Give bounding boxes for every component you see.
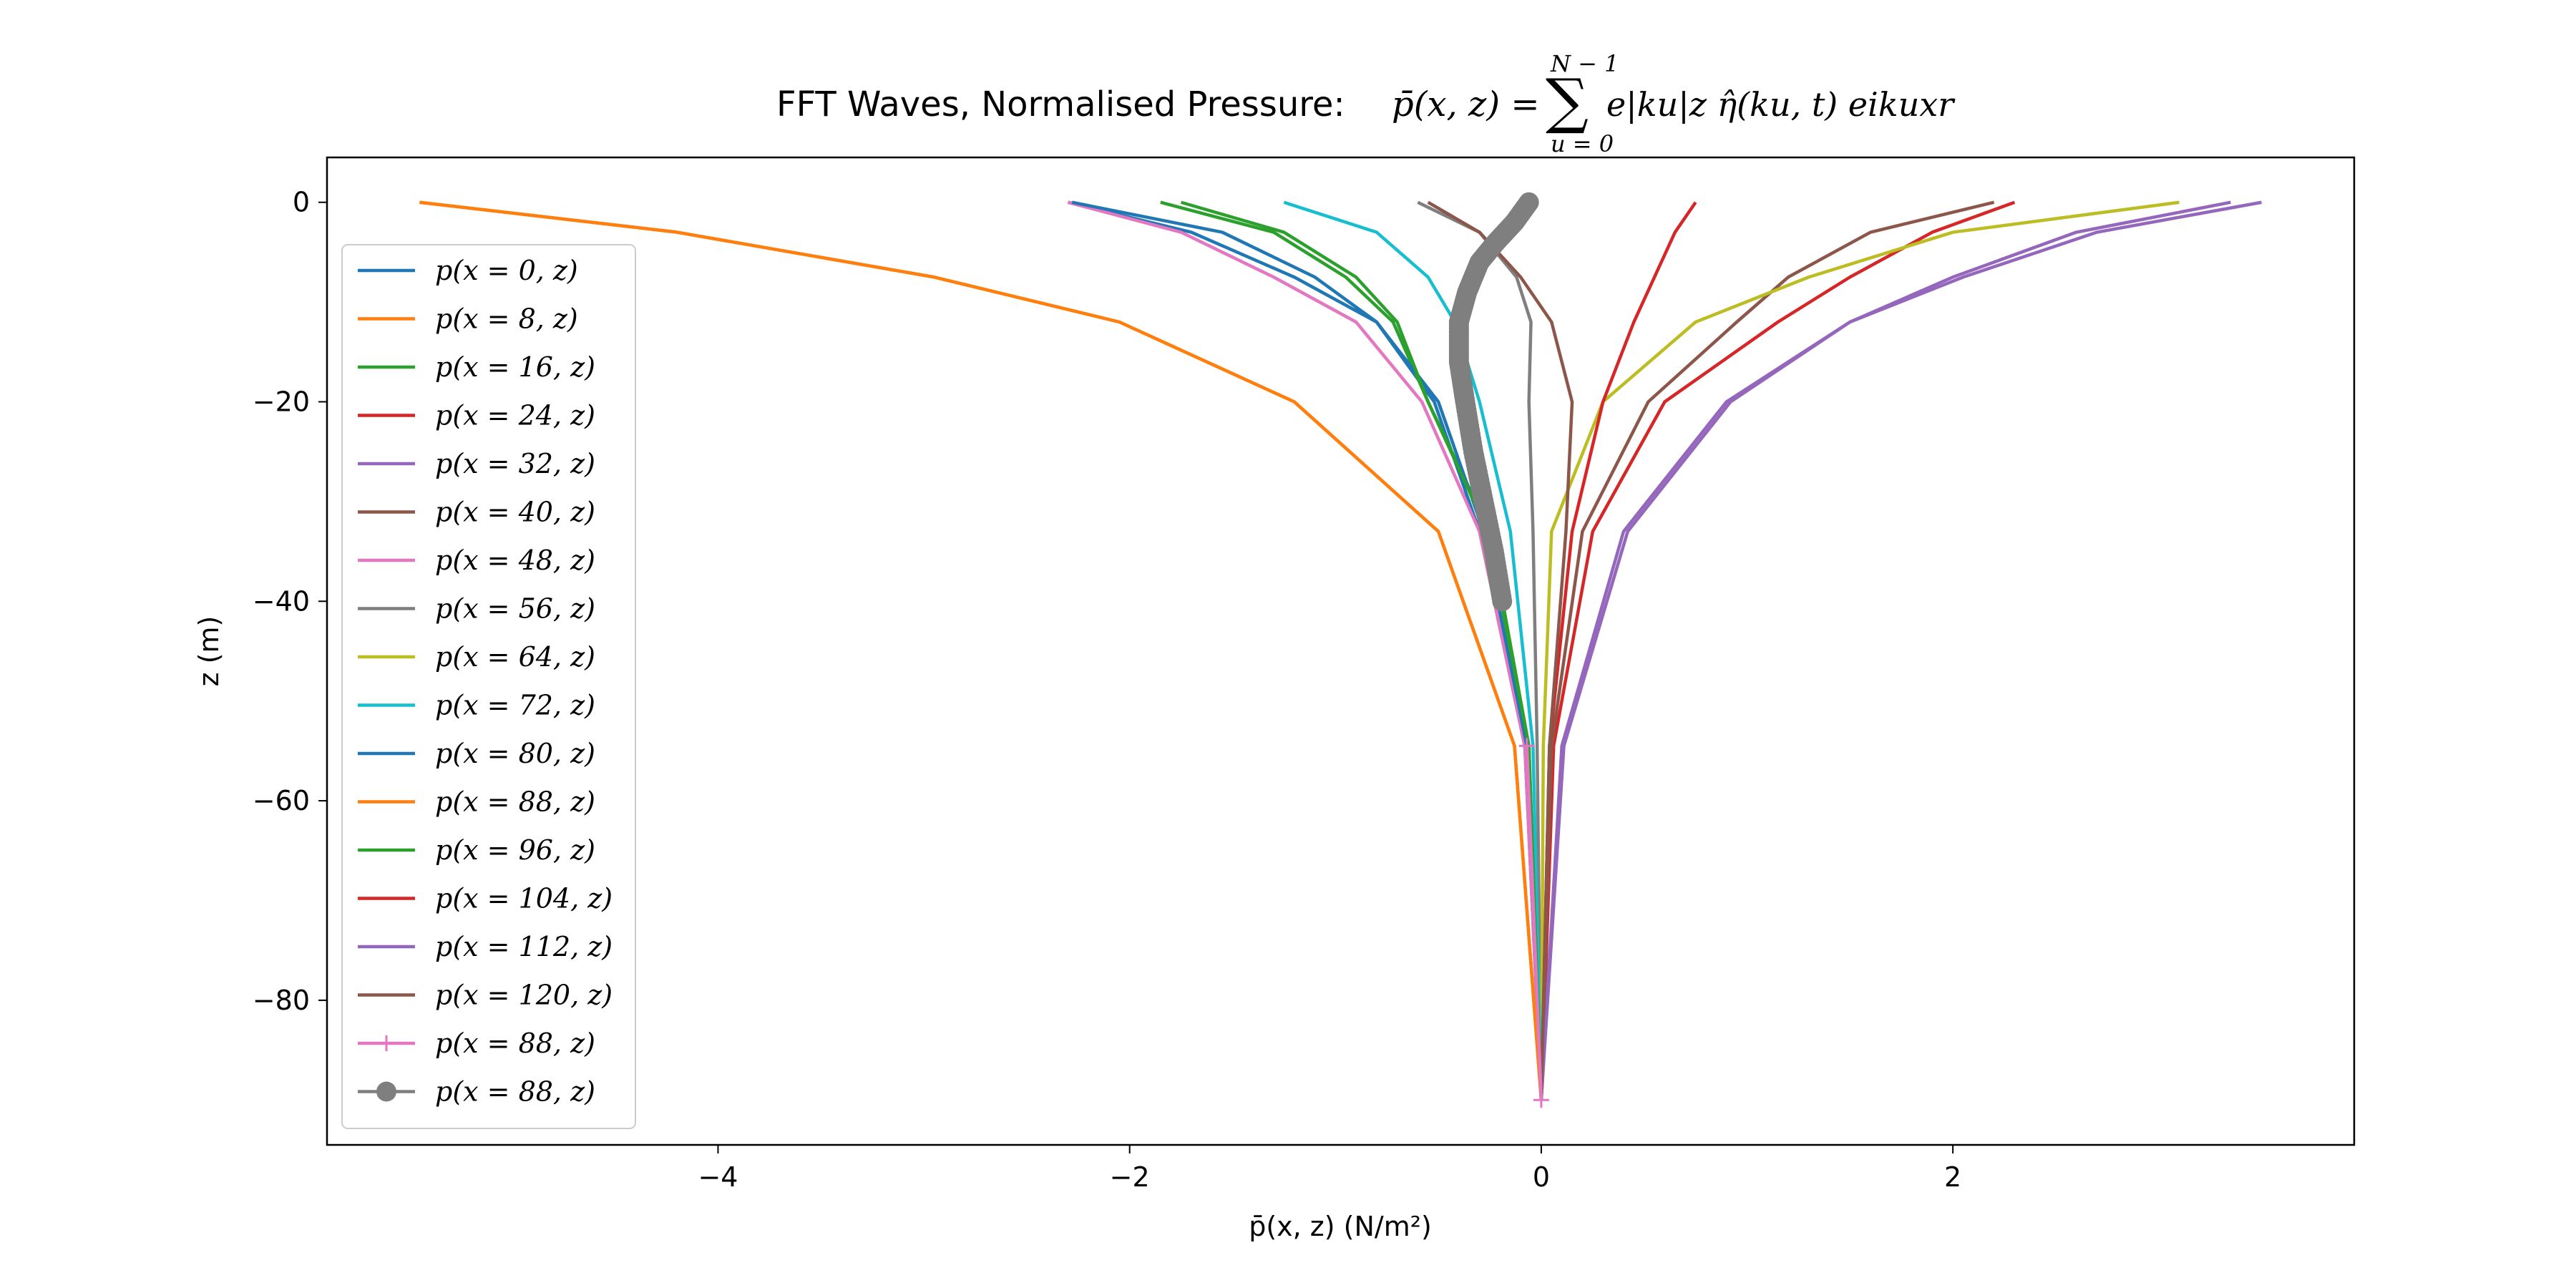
y-tick-label: −40 — [253, 585, 310, 617]
series-line-11 — [419, 200, 1543, 1101]
y-axis-label: z (m) — [193, 616, 225, 687]
legend-label-8: p(x = 64, z) — [435, 641, 595, 673]
x-tick-label: −2 — [1110, 1161, 1150, 1193]
series-16-plus-marker-1 — [1533, 1092, 1549, 1108]
legend-label-7: p(x = 56, z) — [435, 593, 595, 625]
title-formula-lhs: p̄(x, z) = — [1392, 84, 1540, 125]
x-tick-label: 2 — [1944, 1161, 1961, 1193]
legend-label-6: p(x = 48, z) — [435, 545, 595, 576]
series-line-5 — [1539, 200, 1995, 1101]
legend-label-9: p(x = 72, z) — [435, 690, 595, 721]
x-tick-label: 0 — [1533, 1161, 1550, 1193]
series-line-16 — [1525, 746, 1543, 1101]
series-line-12 — [1180, 200, 1543, 1101]
legend-label-16: p(x = 88, z) — [435, 1028, 595, 1059]
y-tick-label: −20 — [253, 386, 310, 418]
series-line-14 — [1539, 200, 2262, 1101]
y-tick-label: −80 — [253, 985, 310, 1016]
legend-label-15: p(x = 120, z) — [435, 980, 613, 1011]
legend-label-0: p(x = 0, z) — [435, 255, 578, 286]
dense-series-marker-132 — [1492, 591, 1513, 612]
series-layer — [419, 192, 2262, 1108]
x-axis-label: p̄(x, z) (N/m²) — [1249, 1211, 1432, 1242]
chart-title: FFT Waves, Normalised Pressure: p̄(x, z)… — [776, 50, 1956, 157]
title-sum-symbol: ∑ — [1546, 66, 1589, 136]
legend-label-5: p(x = 40, z) — [435, 497, 595, 528]
series-line-10 — [1071, 200, 1543, 1101]
series-line-8 — [1539, 200, 2180, 1101]
legend-box — [341, 244, 636, 1129]
x-tick-label: −4 — [698, 1161, 738, 1193]
series-line-6 — [1067, 200, 1543, 1101]
y-tick-label: 0 — [293, 187, 310, 218]
y-axis-ticks: 0 −20 −40 −60 −80 — [253, 187, 327, 1016]
legend-label-10: p(x = 80, z) — [435, 738, 595, 769]
plot-area — [326, 156, 2356, 1146]
legend-label-12: p(x = 96, z) — [435, 834, 595, 866]
legend-circle-marker — [376, 1081, 396, 1102]
legend-label-11: p(x = 88, z) — [435, 786, 595, 818]
title-prefix: FFT Waves, Normalised Pressure: — [776, 84, 1345, 125]
y-tick-label: −60 — [253, 785, 310, 816]
series-16-plus-marker-0 — [1518, 738, 1535, 754]
legend-label-14: p(x = 112, z) — [435, 931, 613, 962]
legend-label-13: p(x = 104, z) — [435, 883, 613, 914]
series-line-3 — [1539, 200, 2016, 1101]
legend-label-4: p(x = 32, z) — [435, 448, 595, 479]
legend-label-17: p(x = 88, z) — [435, 1076, 595, 1108]
legend: p(x = 0, z) p(x = 8, z) p(x = 16, z) p(x = … — [341, 244, 636, 1129]
legend-label-3: p(x = 24, z) — [435, 400, 595, 431]
legend-plus-marker — [379, 1035, 394, 1051]
title-formula-body: e|ku|z η̂(ku, t) eikuxr — [1606, 85, 1956, 124]
legend-label-2: p(x = 16, z) — [435, 351, 595, 383]
x-axis-ticks: −4 −2 0 2 — [698, 1145, 1961, 1193]
title-sum-upper: N − 1 — [1550, 50, 1619, 77]
legend-label-1: p(x = 8, z) — [435, 303, 578, 335]
title-sum-lower: u = 0 — [1551, 130, 1614, 157]
